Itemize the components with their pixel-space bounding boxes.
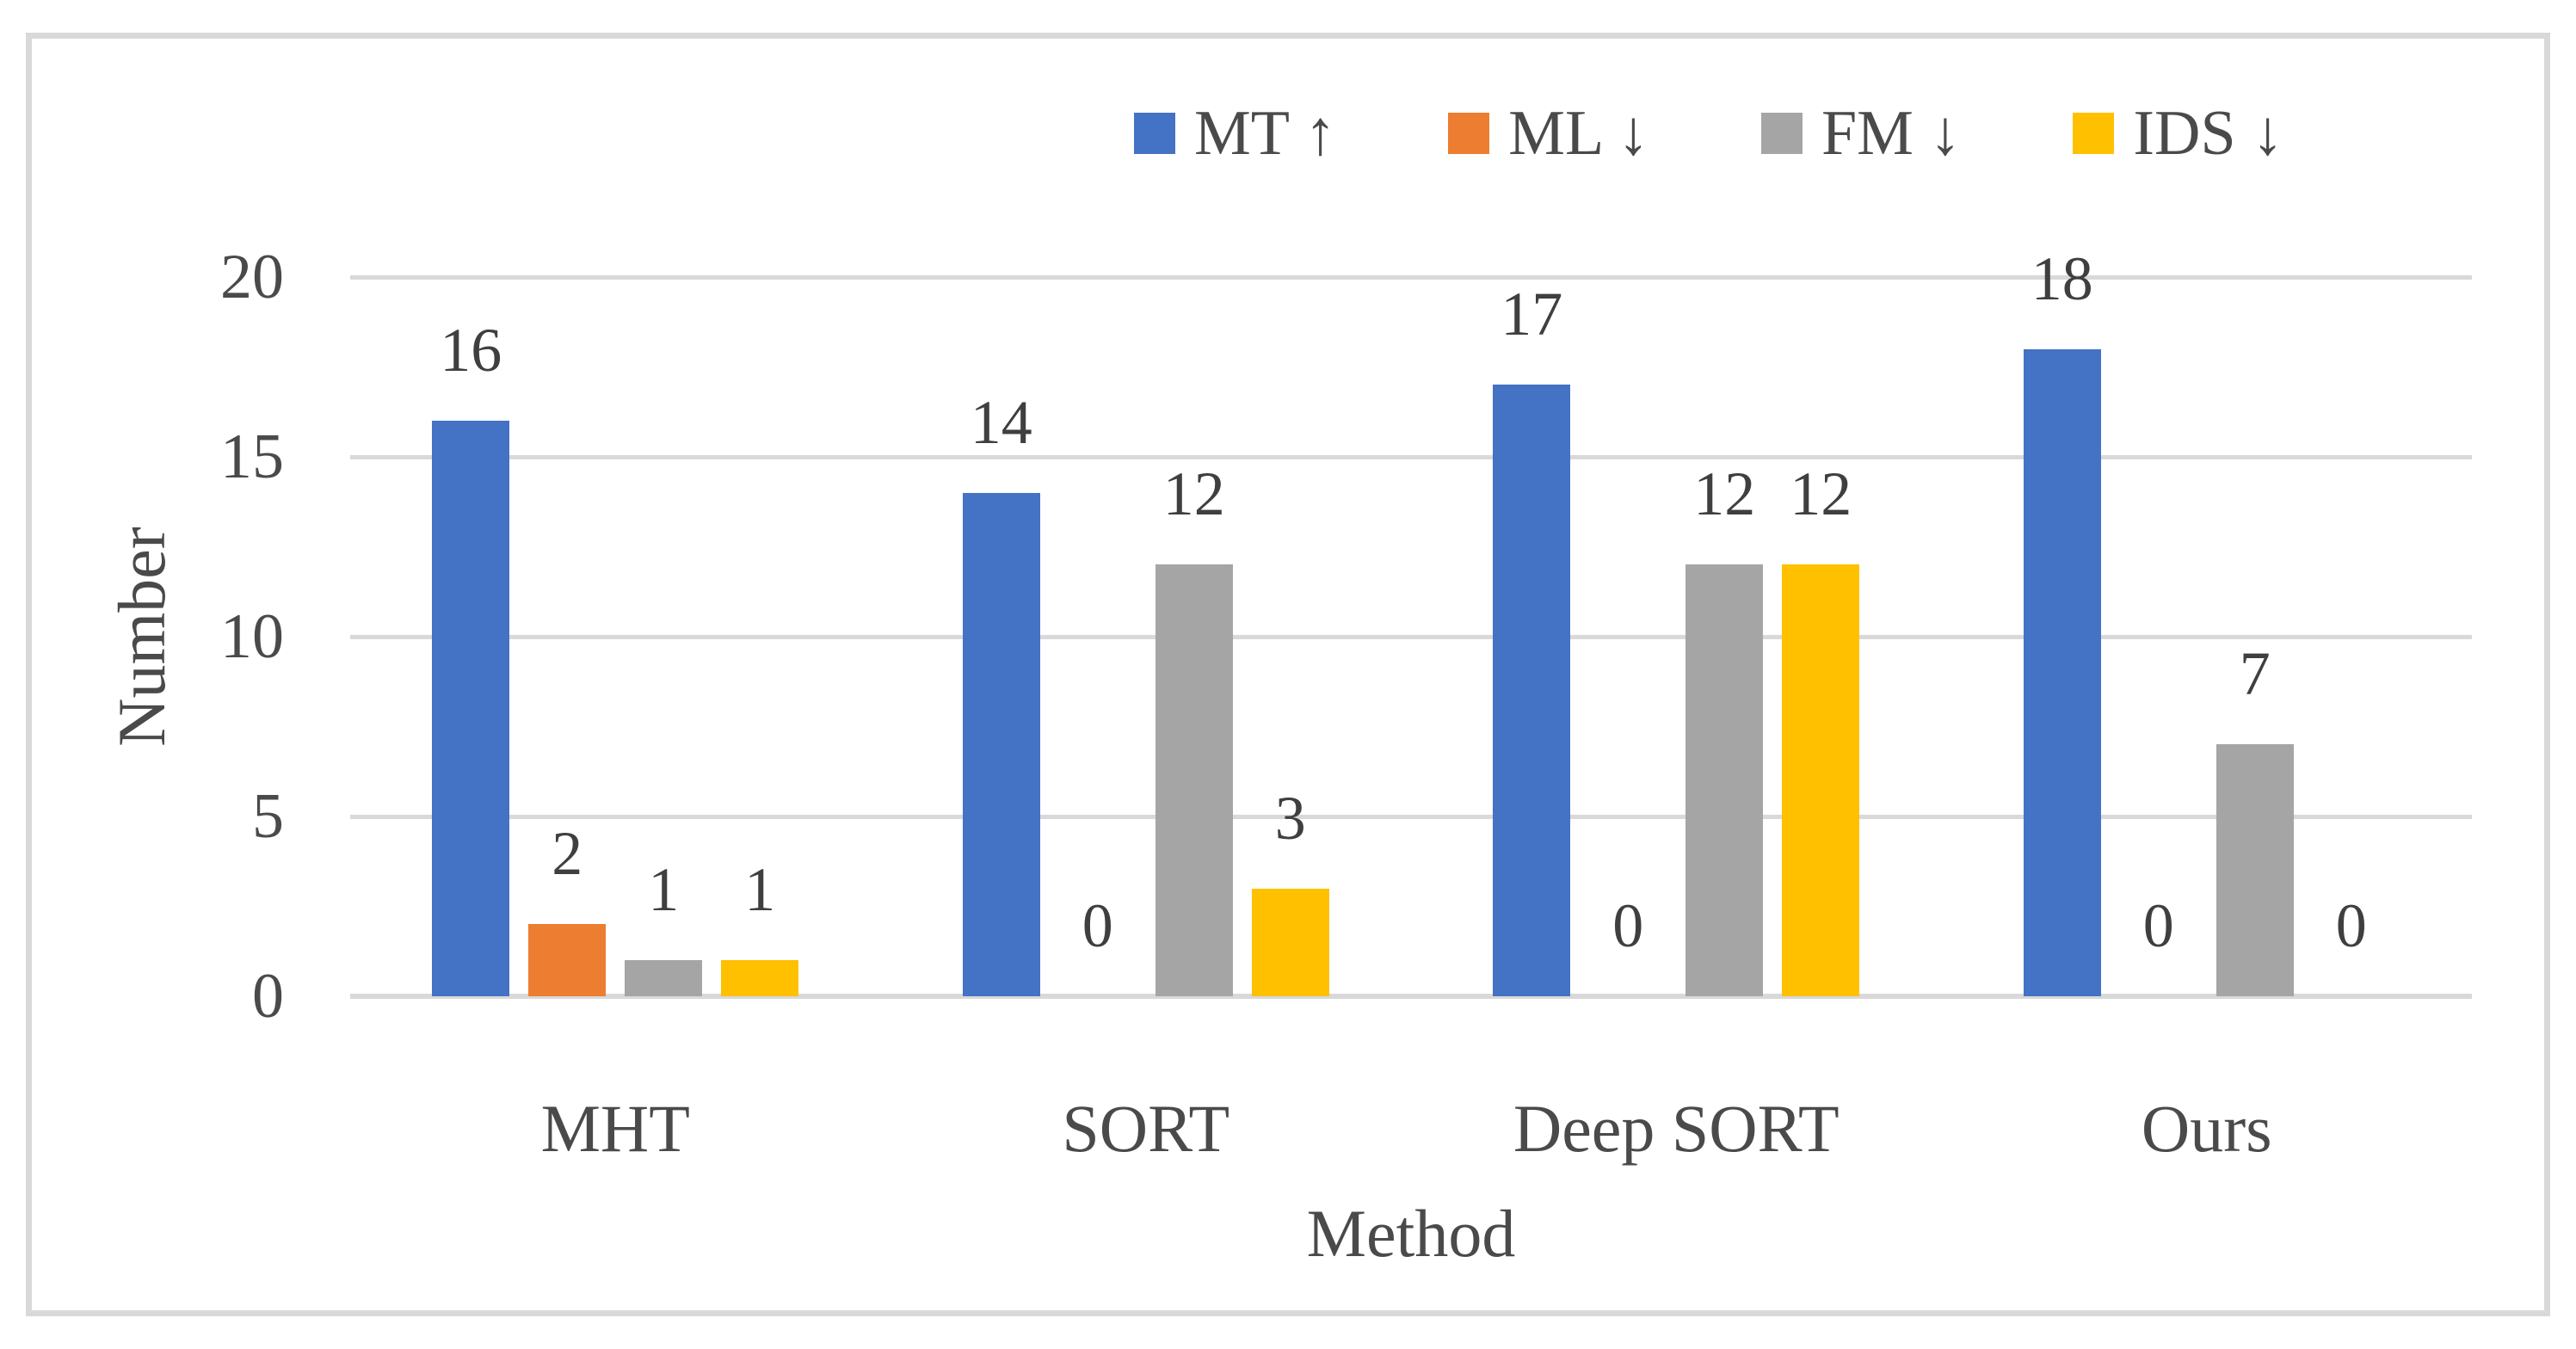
gridline [350, 634, 2472, 639]
y-tick-label: 10 [220, 601, 284, 672]
bar-value-label: 14 [970, 387, 1032, 457]
bar-value-label: 1 [744, 855, 776, 925]
bar-value-label: 12 [1162, 459, 1225, 529]
bar-fm-ours [2215, 744, 2294, 996]
bar-ml-mht [528, 924, 607, 996]
bar-value-label: 12 [1693, 459, 1756, 529]
y-tick-label: 0 [252, 961, 284, 1032]
plot-area: 0 5 10 15 20 16 2 1 1 MHT 14 0 12 3 SORT 17 0 12 12 Deep SO… [220, 245, 2472, 1162]
bar-ids-deep-sort [1782, 564, 1860, 996]
legend-item: IDS ↓ [2073, 102, 2283, 165]
bar-mt-ours [2023, 348, 2101, 996]
bar-mt-mht [432, 421, 510, 996]
gridline [350, 814, 2472, 819]
legend-item: FM ↓ [1760, 98, 1962, 169]
legend-swatch-icon [1448, 113, 1490, 154]
legend-label: ML ↓ [1508, 98, 1649, 169]
bar-value-label: 3 [1274, 783, 1306, 853]
legend-label: FM ↓ [1821, 98, 1962, 169]
bar-ids-mht [721, 960, 799, 996]
bar-value-label: 17 [1501, 280, 1563, 349]
legend-swatch-icon [2073, 113, 2115, 154]
bar-value-label: 12 [1790, 459, 1852, 529]
bar-value-label: 2 [552, 819, 583, 889]
y-tick-label: 20 [220, 242, 284, 312]
y-tick-label: 15 [220, 422, 284, 492]
legend-swatch-icon [1760, 113, 1803, 154]
gridline [350, 274, 2472, 280]
x-category-label: MHT [540, 1091, 690, 1166]
x-category-label: Deep SORT [1513, 1091, 1840, 1166]
bar-ids-sort [1251, 888, 1329, 996]
bar-value-label: 1 [648, 855, 680, 925]
bar-fm-deep-sort [1685, 564, 1764, 996]
x-category-label: Ours [2141, 1091, 2272, 1166]
bar-fm-sort [1155, 564, 1233, 996]
bar-value-label: 0 [2335, 891, 2367, 960]
bar-fm-mht [625, 960, 703, 996]
bar-value-label: 7 [2239, 639, 2271, 709]
x-category-label: SORT [1062, 1091, 1230, 1166]
bar-value-label: 0 [1082, 891, 1113, 960]
legend: MT ↑ ML ↓ FM ↓ IDS ↓ [1134, 102, 2283, 165]
bar-value-label: 16 [440, 316, 502, 385]
bar-mt-deep-sort [1493, 385, 1571, 996]
bar-value-label: 18 [2031, 243, 2093, 313]
bar-value-label: 0 [2142, 891, 2174, 960]
gridline [350, 454, 2472, 459]
y-tick-label: 5 [252, 781, 284, 852]
legend-swatch-icon [1134, 113, 1175, 154]
legend-label: IDS ↓ [2133, 98, 2284, 169]
legend-item: MT ↑ [1134, 102, 1336, 165]
legend-item: ML ↓ [1448, 102, 1649, 165]
bar-mt-sort [962, 492, 1040, 996]
bar-value-label: 0 [1612, 891, 1644, 960]
legend-label: MT ↑ [1194, 98, 1337, 169]
x-axis-title: Method [1306, 1196, 1516, 1271]
x-axis-line [350, 994, 2472, 999]
